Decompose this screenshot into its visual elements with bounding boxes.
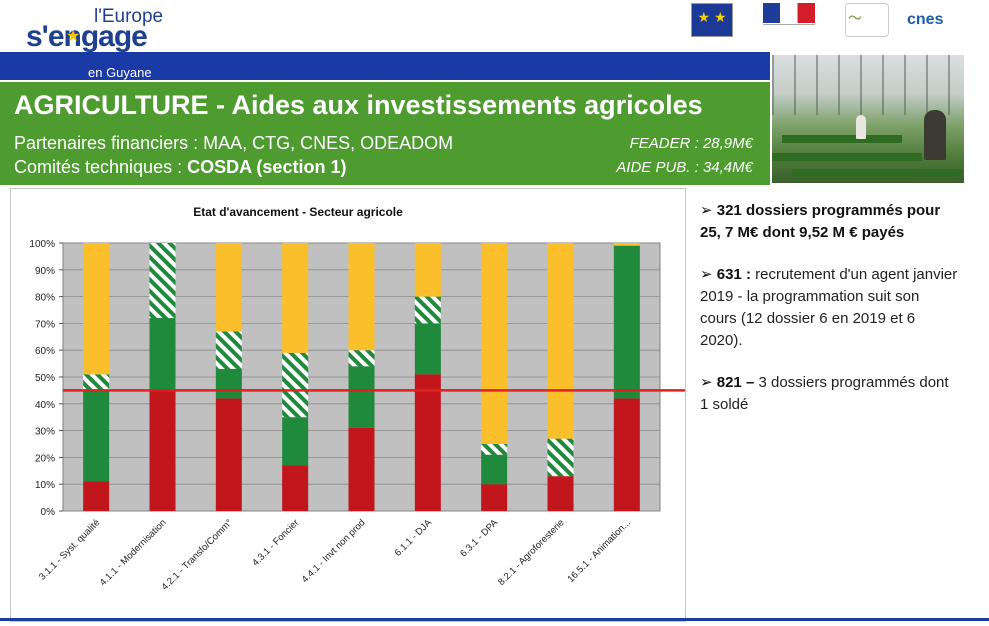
bar-segment-hatched [547,438,574,477]
bar-segment-hatched [149,243,176,319]
x-tick-label: 6.3.1 - DPA [458,517,500,559]
bar-segment-hatched [83,374,110,391]
x-tick-label: 4.4.1 - Invt non prod [300,517,368,585]
title-banner [0,82,770,185]
eu-flag-icon: ★ ★ [691,3,733,37]
bar-segment-green [348,366,375,428]
x-tick-label: 4.2.1 - Transfo/Comm° [160,517,236,593]
bar-segment-red [547,476,574,511]
y-tick-label: 20% [35,453,55,464]
y-tick-label: 30% [35,427,55,438]
committees-label: Comités techniques : COSDA (section 1) [14,157,347,177]
bar-segment-red [83,481,110,511]
bullet-3: ➢ 821 – 3 dossiers programmés dont 1 sol… [700,374,949,413]
feader-amount: FEADER : 28,9M€ [629,135,753,152]
x-tick-label: 6.1.1 - DJA [393,517,435,559]
x-tick-label: 4.3.1 - Foncier [250,517,301,568]
y-tick-label: 80% [35,293,55,304]
y-tick-label: 40% [35,400,55,411]
bar-segment-yellow [282,243,309,353]
chart-container: Etat d'avancement - Secteur agricole 0% 1… [10,188,686,622]
bar-segment-yellow [414,243,441,297]
bar-segment-hatched [481,444,508,455]
blue-band [0,52,770,80]
bar-segment-green [215,368,242,399]
y-tick-label: 10% [35,480,55,491]
bar-segment-green [83,390,110,482]
bar-segment-yellow [215,243,242,332]
europe-sengage-logo: l'Europe s'engage ★ en Guyane [22,4,182,80]
bar-segment-red [613,398,640,511]
bar-segment-red [215,398,242,511]
partners-label: Partenaires financiers : MAA, CTG, CNES,… [14,133,454,153]
y-tick-label: 90% [35,266,55,277]
bar-segment-green [282,417,309,466]
bar-segment-yellow [481,243,508,444]
bottom-rule [0,618,989,621]
logo-line2: s'engage [26,20,148,53]
bar-segment-red [149,390,176,511]
progress-chart: Etat d'avancement - Secteur agricole 0% 1… [29,205,685,593]
bar-segment-yellow [83,243,110,375]
republique-francaise-icon [763,3,815,35]
y-tick-label: 50% [35,373,55,384]
cnes-icon: cnes [907,11,944,28]
aide-pub-amount: AIDE PUB. : 34,4M€ [616,159,753,176]
logo-line1: l'Europe [94,6,164,27]
bar-segment-green [414,323,441,375]
x-tick-label: 16.5.1 - Animation... [565,517,633,585]
y-tick-label: 60% [35,346,55,357]
bar-segment-hatched [215,331,242,369]
star-icon: ★ [66,28,81,45]
y-tick-label: 100% [29,239,55,250]
collectivite-guyane-icon: 〜 [845,3,889,37]
bar-segment-green [613,245,640,399]
bullet-list: ➢ 321 dossiers programmés pour 25, 7 M€ … [700,200,960,436]
bar-segment-hatched [348,350,375,367]
x-tick-label: 3.1.1 - Syst. qualité [37,517,102,582]
x-tick-label: 8.2.1 - Agroforesterie [496,517,567,588]
bar-segment-green [149,318,176,391]
bar-segment-red [282,465,309,511]
page-title: AGRICULTURE - Aides aux investissements … [14,90,703,120]
bar-segment-green [481,454,508,485]
bar-segment-hatched [414,296,441,324]
logo-line3: en Guyane [88,65,152,80]
committees-value: COSDA (section 1) [187,157,347,177]
bar-segment-red [481,484,508,511]
bar-segment-yellow [613,243,640,246]
bar-segment-red [414,374,441,511]
bar-segment-hatched [282,352,309,418]
bar-segment-yellow [348,243,375,351]
greenhouse-photo [772,55,964,183]
bar-segment-yellow [547,243,574,439]
bullet-1: ➢ 321 dossiers programmés pour 25, 7 M€ … [700,202,941,241]
x-tick-label: 4.1.1 - Modernisation [98,517,169,588]
top-header [0,0,989,52]
y-tick-label: 70% [35,319,55,330]
bar-segment-red [348,427,375,511]
y-tick-label: 0% [41,507,56,518]
bullet-2: ➢ 631 : recrutement d'un agent janvier 2… [700,266,958,349]
chart-title: Etat d'avancement - Secteur agricole [193,205,403,219]
